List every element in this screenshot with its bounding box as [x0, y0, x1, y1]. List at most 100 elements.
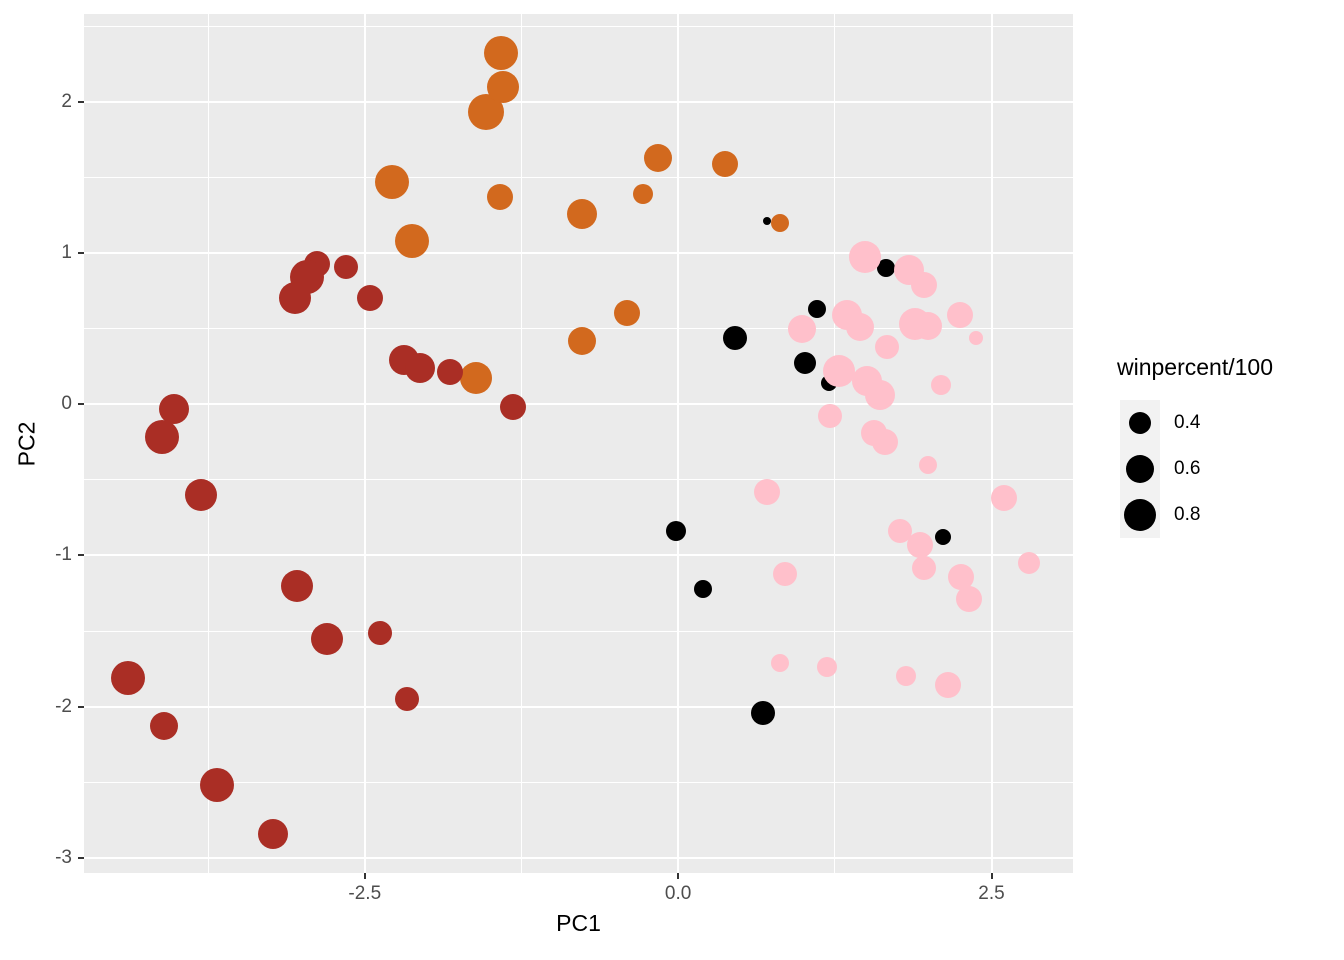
orange-data-point [487, 183, 514, 210]
dark-red-data-point [333, 254, 358, 279]
pink-data-point [845, 313, 874, 342]
gridline-major-x [677, 14, 680, 873]
gridline-minor-y [84, 479, 1073, 481]
legend-key [1120, 492, 1160, 538]
legend-key [1120, 400, 1160, 446]
x-axis-title: PC1 [556, 910, 601, 936]
legend-symbol-circle [1129, 412, 1151, 434]
gridline-minor-y [84, 781, 1073, 783]
x-tick-mark [677, 873, 680, 879]
gridline-major-y [84, 705, 1073, 708]
dark-red-data-point [395, 687, 420, 712]
pink-data-point [754, 478, 781, 505]
orange-data-point [633, 183, 654, 204]
orange-data-point [644, 143, 673, 172]
legend-title: winpercent/100 [1117, 354, 1273, 380]
pink-data-point [871, 428, 898, 455]
pink-data-point [947, 301, 974, 328]
legend-symbol-circle [1124, 499, 1156, 531]
black-data-point [808, 299, 827, 318]
black-data-point [722, 325, 747, 350]
pink-data-point [913, 311, 942, 340]
pink-data-point [788, 314, 817, 343]
pink-data-point [848, 241, 881, 274]
y-tick-mark [78, 856, 84, 859]
dark-red-data-point [159, 393, 190, 424]
pink-data-point [918, 455, 937, 474]
pink-data-point [955, 586, 982, 613]
pink-data-point [896, 666, 917, 687]
plot-panel [84, 14, 1073, 873]
dark-red-data-point [356, 285, 383, 312]
orange-data-point [567, 326, 596, 355]
gridline-major-x [363, 14, 366, 873]
gridline-minor-x [834, 14, 836, 873]
x-tick-mark [363, 873, 366, 879]
pink-data-point [911, 555, 936, 580]
dark-red-data-point [437, 359, 464, 386]
y-tick-label: -1 [55, 544, 72, 566]
pink-data-point [817, 657, 838, 678]
pink-data-point [991, 484, 1018, 511]
dark-red-data-point [367, 620, 392, 645]
pink-data-point [907, 531, 934, 558]
x-tick-label: 0.0 [664, 883, 692, 904]
y-tick-label: -3 [55, 846, 72, 868]
orange-data-point [486, 70, 519, 103]
y-tick-mark [78, 705, 84, 708]
gridline-major-y [84, 251, 1073, 254]
black-data-point [793, 352, 816, 375]
y-tick-mark [78, 100, 84, 103]
black-data-point [751, 700, 776, 725]
legend-label: 0.8 [1174, 504, 1201, 525]
y-tick-mark [78, 554, 84, 557]
y-tick-label: 2 [61, 90, 72, 112]
black-data-point [934, 529, 951, 546]
dark-red-data-point [499, 394, 526, 421]
y-tick-mark [78, 251, 84, 254]
y-tick-label: 0 [61, 393, 72, 415]
legend-symbol-circle [1126, 455, 1154, 483]
dark-red-data-point [110, 660, 145, 695]
black-data-point [694, 579, 713, 598]
gridline-major-y [84, 554, 1073, 557]
y-tick-label: 1 [61, 241, 72, 263]
black-data-point [665, 521, 686, 542]
pink-data-point [1018, 551, 1041, 574]
dark-red-data-point [404, 352, 435, 383]
pink-data-point [931, 374, 952, 395]
pink-data-point [864, 380, 895, 411]
orange-data-point [711, 150, 738, 177]
x-tick-label: -2.5 [348, 883, 382, 904]
gridline-major-y [84, 403, 1073, 406]
pink-data-point [772, 561, 797, 586]
pink-data-point [875, 334, 900, 359]
gridline-minor-x [520, 14, 522, 873]
pink-data-point [934, 672, 961, 699]
gridline-major-y [84, 856, 1073, 859]
orange-data-point [375, 164, 410, 199]
dark-red-data-point [150, 712, 179, 741]
gridline-major-y [84, 100, 1073, 103]
pink-data-point [822, 354, 855, 387]
gridline-minor-y [84, 25, 1073, 27]
dark-red-data-point [311, 622, 344, 655]
dark-red-data-point [278, 282, 311, 315]
pink-data-point [910, 271, 937, 298]
x-tick-mark [990, 873, 993, 879]
dark-red-data-point [258, 818, 289, 849]
gridline-minor-y [84, 630, 1073, 632]
orange-data-point [460, 362, 493, 395]
dark-red-data-point [184, 478, 217, 511]
pink-data-point [948, 563, 975, 590]
orange-data-point [566, 198, 597, 229]
y-axis-title: PC2 [13, 421, 40, 466]
legend-label: 0.6 [1174, 458, 1201, 479]
orange-data-point [484, 36, 519, 71]
y-tick-mark [78, 403, 84, 406]
gridline-minor-x [207, 14, 209, 873]
legend-key [1120, 446, 1160, 492]
orange-data-point [613, 300, 640, 327]
y-tick-label: -2 [55, 695, 72, 717]
dark-red-data-point [199, 768, 234, 803]
